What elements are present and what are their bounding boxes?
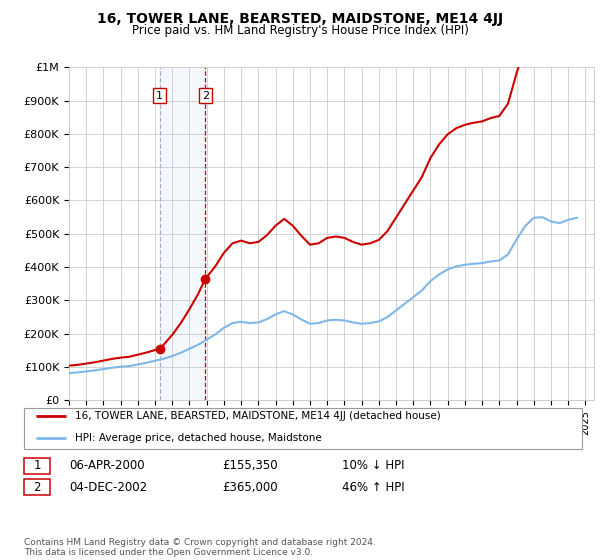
Text: Price paid vs. HM Land Registry's House Price Index (HPI): Price paid vs. HM Land Registry's House … xyxy=(131,24,469,37)
Text: £365,000: £365,000 xyxy=(222,480,278,494)
Text: HPI: Average price, detached house, Maidstone: HPI: Average price, detached house, Maid… xyxy=(75,433,322,443)
Text: 1: 1 xyxy=(34,459,41,473)
Text: 16, TOWER LANE, BEARSTED, MAIDSTONE, ME14 4JJ: 16, TOWER LANE, BEARSTED, MAIDSTONE, ME1… xyxy=(97,12,503,26)
Text: 16, TOWER LANE, BEARSTED, MAIDSTONE, ME14 4JJ (detached house): 16, TOWER LANE, BEARSTED, MAIDSTONE, ME1… xyxy=(75,410,441,421)
Text: 10% ↓ HPI: 10% ↓ HPI xyxy=(342,459,404,473)
Text: 04-DEC-2002: 04-DEC-2002 xyxy=(69,480,147,494)
Text: 2: 2 xyxy=(34,480,41,494)
Bar xyxy=(160,67,205,400)
Text: 1: 1 xyxy=(156,91,163,101)
Text: 06-APR-2000: 06-APR-2000 xyxy=(69,459,145,473)
Text: Contains HM Land Registry data © Crown copyright and database right 2024.
This d: Contains HM Land Registry data © Crown c… xyxy=(24,538,376,557)
Text: 46% ↑ HPI: 46% ↑ HPI xyxy=(342,480,404,494)
Text: 2: 2 xyxy=(202,91,209,101)
Text: £155,350: £155,350 xyxy=(222,459,278,473)
